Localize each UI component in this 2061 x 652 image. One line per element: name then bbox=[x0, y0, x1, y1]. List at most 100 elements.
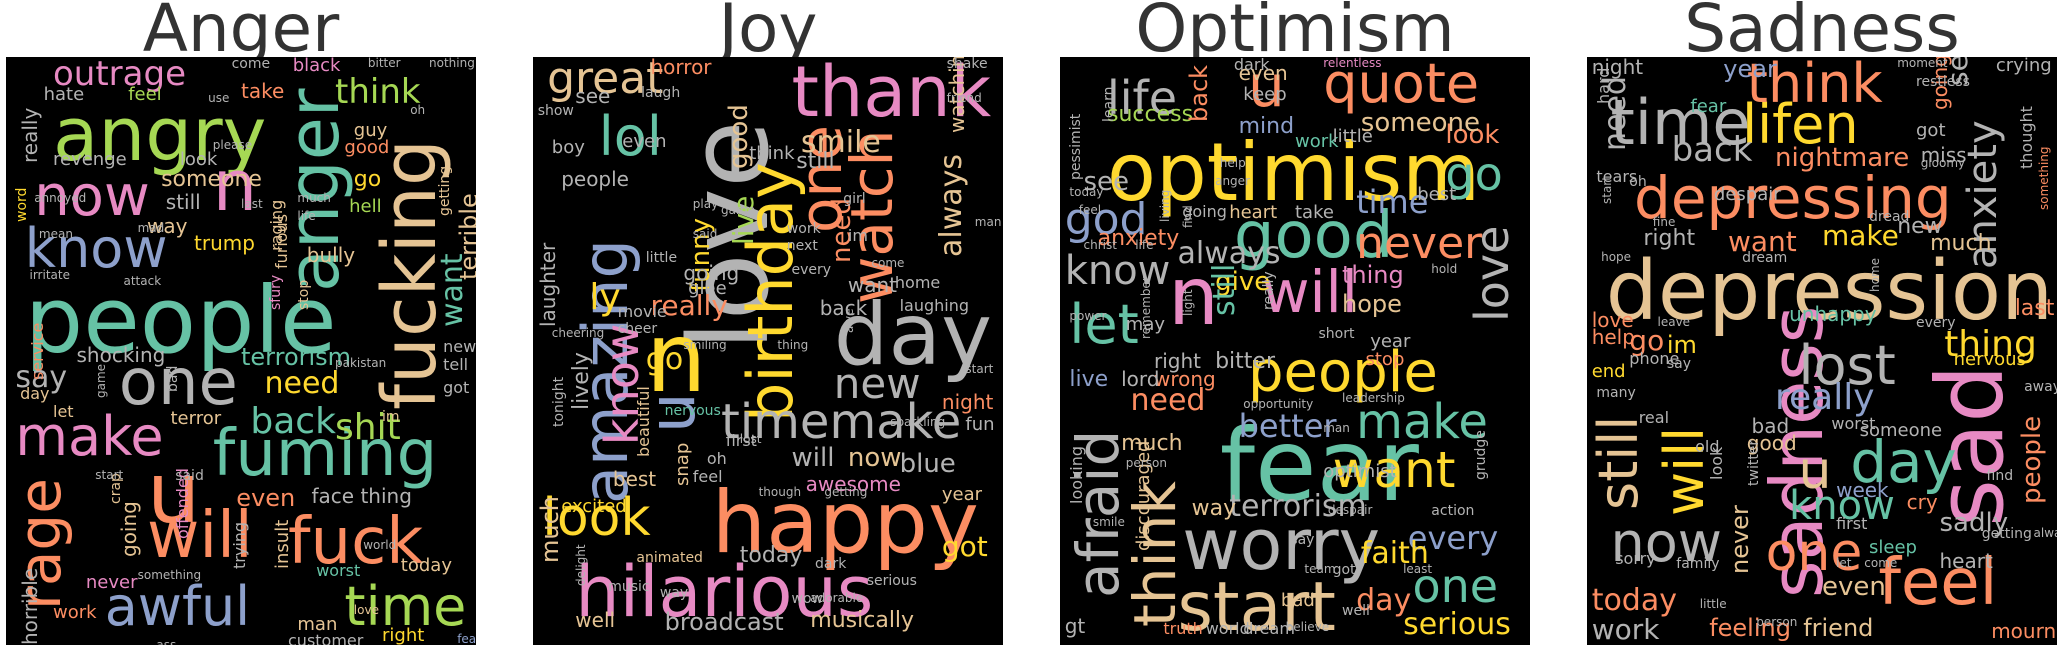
cloud-word: great bbox=[547, 57, 664, 104]
cloud-word: right bbox=[1643, 225, 1696, 251]
cloud-word: customer bbox=[288, 631, 364, 645]
cloud-word: nightmare bbox=[1775, 143, 1910, 174]
cloud-word: life bbox=[297, 208, 316, 223]
cloud-word: love bbox=[1591, 307, 1634, 332]
cloud-word: lol bbox=[598, 104, 662, 168]
cloud-word: sparkling bbox=[890, 414, 946, 429]
cloud-word: never bbox=[1726, 505, 1754, 575]
cloud-word: raging bbox=[267, 199, 287, 252]
cloud-word: night bbox=[941, 390, 994, 415]
cloud-word: quote bbox=[1323, 57, 1480, 115]
cloud-word: game bbox=[94, 363, 109, 399]
cloud-word: least bbox=[1403, 561, 1433, 576]
cloud-word: come bbox=[231, 57, 271, 72]
cloud-word: start bbox=[965, 361, 994, 376]
cloud-word: really bbox=[1775, 377, 1875, 419]
cloud-word: people bbox=[24, 266, 337, 374]
cloud-word: use bbox=[208, 91, 230, 106]
cloud-word: glee bbox=[688, 278, 727, 300]
cloud-word: dark bbox=[1233, 57, 1270, 74]
cloud-word: cheering bbox=[551, 326, 605, 341]
cloud-word: opportunity bbox=[1243, 397, 1314, 412]
cloud-word: please bbox=[212, 138, 253, 153]
cloud-word: world bbox=[1205, 619, 1250, 639]
cloud-word: going bbox=[116, 500, 141, 557]
cloud-word: will bbox=[791, 443, 835, 474]
cloud-word: keep bbox=[1243, 84, 1287, 106]
cloud-word: let bbox=[1836, 555, 1852, 570]
cloud-word: fine bbox=[1652, 214, 1676, 229]
cloud-word: last bbox=[241, 197, 263, 212]
cloud-word: serious bbox=[866, 573, 917, 590]
cloud-word: always bbox=[934, 153, 970, 257]
cloud-word: anger bbox=[1215, 173, 1250, 188]
cloud-word: say bbox=[1666, 355, 1692, 372]
word-cloud-sadness: depression sad sadness depressing time lifen t… bbox=[1587, 57, 2057, 645]
cloud-word: show bbox=[537, 103, 574, 120]
cloud-word: bitter bbox=[1215, 349, 1276, 374]
cloud-word: terrible bbox=[455, 193, 476, 281]
cloud-word: know bbox=[1789, 483, 1895, 530]
cloud-word: even bbox=[236, 484, 296, 513]
cloud-word: restless bbox=[1916, 73, 1970, 90]
cloud-word: make bbox=[1356, 394, 1488, 451]
cloud-word: heart bbox=[1229, 202, 1278, 223]
cloud-word: year bbox=[1370, 331, 1411, 353]
cloud-word: sorry bbox=[1615, 548, 1656, 568]
cloud-word: crying bbox=[1995, 57, 2052, 76]
cloud-word: need bbox=[1130, 383, 1206, 419]
cloud-word: thought bbox=[2017, 105, 2037, 169]
cloud-word: person bbox=[1125, 455, 1167, 470]
cloud-word: always bbox=[1177, 236, 1281, 272]
cloud-word: movie bbox=[617, 301, 667, 321]
cloud-word: sleep bbox=[1869, 537, 1917, 559]
cloud-word: first bbox=[725, 431, 757, 451]
cloud-word: im bbox=[1666, 331, 1697, 360]
cloud-word: animated bbox=[636, 549, 703, 566]
cloud-word: worry bbox=[1182, 503, 1381, 586]
cloud-word: right bbox=[382, 625, 425, 645]
cloud-word: one bbox=[118, 346, 238, 420]
cloud-word: n bbox=[212, 145, 258, 228]
cloud-word: one bbox=[1412, 558, 1499, 613]
cloud-word: lost bbox=[1798, 334, 1896, 398]
cloud-word: sfury bbox=[268, 274, 285, 310]
cloud-word: horrible bbox=[18, 567, 43, 645]
cloud-word: good bbox=[1746, 431, 1797, 456]
cloud-word: bad bbox=[1751, 413, 1790, 438]
cloud-word: go bbox=[353, 166, 382, 192]
cloud-word: will bbox=[1262, 257, 1358, 326]
cloud-word: feeling bbox=[1709, 613, 1791, 642]
cloud-word: living bbox=[1157, 189, 1172, 222]
cloud-word: even bbox=[1238, 60, 1288, 85]
cloud-word: look bbox=[1707, 447, 1727, 481]
cloud-word: fuming bbox=[212, 416, 438, 491]
cloud-word: good bbox=[723, 103, 754, 169]
cloud-word: im bbox=[847, 225, 868, 245]
cloud-word: new bbox=[1897, 213, 1943, 239]
cloud-word: hard bbox=[1594, 67, 1614, 105]
cloud-word: little bbox=[1332, 125, 1373, 147]
cloud-word: live bbox=[1069, 366, 1109, 392]
cloud-word: worst bbox=[316, 560, 361, 580]
cloud-word: mad bbox=[137, 220, 165, 235]
cloud-word: something bbox=[2037, 146, 2052, 210]
cloud-word: may bbox=[1125, 313, 1166, 335]
cloud-word: im bbox=[382, 408, 400, 425]
cloud-word: friend bbox=[946, 91, 982, 106]
cloud-word: getting bbox=[437, 165, 454, 216]
cloud-word: going bbox=[1182, 202, 1227, 221]
cloud-word: trump bbox=[194, 231, 255, 256]
cloud-word: day bbox=[1850, 428, 1957, 497]
cloud-word: help bbox=[1219, 155, 1246, 170]
cloud-word: going bbox=[683, 260, 740, 285]
cloud-word: hope bbox=[1601, 250, 1632, 265]
cloud-word: come bbox=[871, 255, 905, 270]
cloud-word: lively bbox=[568, 351, 594, 410]
cloud-word: face thing bbox=[311, 484, 412, 509]
cloud-word: now bbox=[847, 443, 902, 474]
cloud-word: next bbox=[786, 238, 818, 255]
cloud-word: though bbox=[758, 485, 802, 500]
cloud-word: broadcast bbox=[664, 607, 784, 636]
cloud-word: start bbox=[95, 467, 124, 482]
